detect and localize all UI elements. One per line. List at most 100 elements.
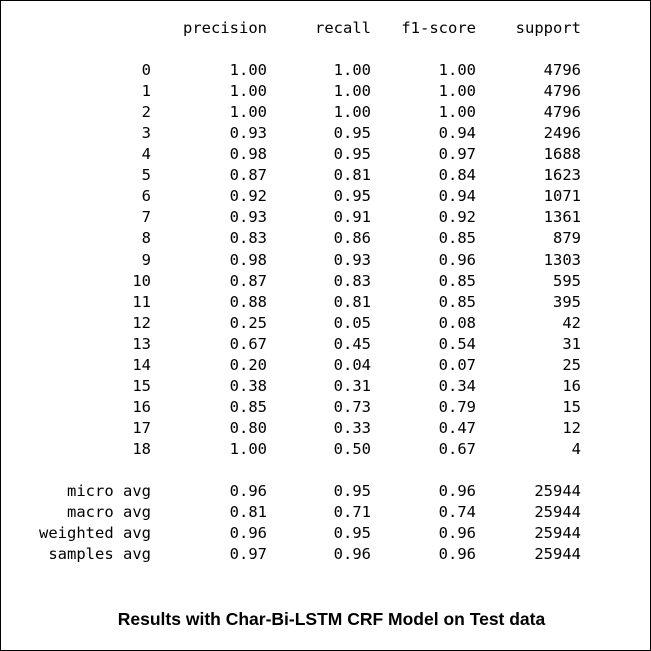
- recall-value: 0.95: [333, 524, 371, 543]
- row-label: 6: [141, 187, 151, 206]
- support-value: 25944: [534, 545, 581, 564]
- precision-value: 0.93: [229, 124, 267, 143]
- recall-value: 0.31: [333, 376, 371, 395]
- recall-value: 0.05: [333, 313, 371, 332]
- class-row: 12 0.25 0.05 0.08 42: [1, 313, 651, 334]
- row-label: 2: [141, 103, 151, 122]
- row-label: 8: [141, 229, 151, 248]
- precision-value: 1.00: [229, 82, 267, 101]
- recall-value: 0.95: [333, 187, 371, 206]
- precision-value: 1.00: [229, 61, 267, 80]
- row-label: 7: [141, 208, 151, 227]
- precision-value: 0.81: [229, 503, 267, 522]
- precision-value: 0.93: [229, 208, 267, 227]
- recall-value: 0.95: [333, 124, 371, 143]
- precision-value: 0.87: [229, 271, 267, 290]
- precision-value: 0.67: [229, 334, 267, 353]
- recall-value: 0.93: [333, 250, 371, 269]
- class-row: 1 1.00 1.00 1.00 4796: [1, 81, 651, 102]
- f1-score-value: 0.94: [438, 124, 476, 143]
- header-precision: precision: [183, 19, 267, 37]
- f1-score-value: 0.96: [438, 250, 476, 269]
- header-f1-score: f1-score: [401, 19, 476, 37]
- support-value: 4796: [543, 103, 581, 122]
- precision-value: 0.88: [229, 292, 267, 311]
- recall-value: 0.45: [333, 334, 371, 353]
- class-row: 17 0.80 0.33 0.47 12: [1, 418, 651, 439]
- class-row: 7 0.93 0.91 0.92 1361: [1, 207, 651, 228]
- recall-value: 0.81: [333, 292, 371, 311]
- average-row: weighted avg 0.96 0.95 0.96 25944: [1, 523, 651, 544]
- precision-value: 0.98: [229, 250, 267, 269]
- support-value: 2496: [543, 124, 581, 143]
- recall-value: 0.86: [333, 229, 371, 248]
- precision-value: 0.98: [229, 145, 267, 164]
- row-label: 9: [141, 250, 151, 269]
- precision-value: 0.96: [229, 482, 267, 501]
- f1-score-value: 1.00: [438, 82, 476, 101]
- header-support: support: [515, 19, 581, 37]
- row-label: micro avg: [67, 482, 151, 501]
- class-row: 18 1.00 0.50 0.67 4: [1, 439, 651, 460]
- recall-value: 0.71: [333, 503, 371, 522]
- class-row: 2 1.00 1.00 1.00 4796: [1, 102, 651, 123]
- f1-score-value: 0.84: [438, 166, 476, 185]
- f1-score-value: 0.85: [438, 271, 476, 290]
- support-value: 4796: [543, 61, 581, 80]
- spacer-row: [1, 39, 651, 60]
- f1-score-value: 1.00: [438, 61, 476, 80]
- support-value: 4: [571, 439, 581, 458]
- support-value: 16: [562, 376, 581, 395]
- support-value: 395: [553, 292, 581, 311]
- recall-value: 0.04: [333, 355, 371, 374]
- f1-score-value: 0.85: [438, 292, 476, 311]
- row-label: 11: [132, 292, 151, 311]
- class-rows: 0 1.00 1.00 1.00 4796 1 1.00 1.00 1.00 4796 2 1.00 1…: [1, 60, 651, 460]
- row-label: 16: [132, 397, 151, 416]
- support-value: 42: [562, 313, 581, 332]
- recall-value: 0.95: [333, 145, 371, 164]
- support-value: 12: [562, 418, 581, 437]
- average-row: samples avg 0.97 0.96 0.96 25944: [1, 544, 651, 565]
- figure-caption: Results with Char-Bi-LSTM CRF Model on T…: [117, 609, 546, 629]
- f1-score-value: 0.67: [438, 439, 476, 458]
- row-label: macro avg: [67, 503, 151, 522]
- average-row: macro avg 0.81 0.71 0.74 25944: [1, 502, 651, 523]
- support-value: 25944: [534, 503, 581, 522]
- row-label: 15: [132, 376, 151, 395]
- f1-score-value: 0.34: [438, 376, 476, 395]
- precision-value: 0.20: [229, 355, 267, 374]
- f1-score-value: 0.96: [438, 482, 476, 501]
- class-row: 4 0.98 0.95 0.97 1688: [1, 144, 651, 165]
- class-row: 16 0.85 0.73 0.79 15: [1, 397, 651, 418]
- recall-value: 0.33: [333, 418, 371, 437]
- support-value: 1361: [543, 208, 581, 227]
- row-label: 3: [141, 124, 151, 143]
- class-row: 10 0.87 0.83 0.85 595: [1, 271, 651, 292]
- f1-score-value: 0.74: [438, 503, 476, 522]
- precision-value: 0.85: [229, 397, 267, 416]
- precision-value: 0.83: [229, 229, 267, 248]
- row-label: samples avg: [48, 545, 151, 564]
- precision-value: 0.25: [229, 313, 267, 332]
- support-value: 1688: [543, 145, 581, 164]
- recall-value: 1.00: [333, 82, 371, 101]
- f1-score-value: 0.96: [438, 524, 476, 543]
- support-value: 25944: [534, 524, 581, 543]
- row-label: 14: [132, 355, 151, 374]
- support-value: 1623: [543, 166, 581, 185]
- class-row: 9 0.98 0.93 0.96 1303: [1, 250, 651, 271]
- support-value: 1303: [543, 250, 581, 269]
- class-row: 8 0.83 0.86 0.85 879: [1, 228, 651, 249]
- recall-value: 0.95: [333, 482, 371, 501]
- class-row: 3 0.93 0.95 0.94 2496: [1, 123, 651, 144]
- row-label: 4: [141, 145, 151, 164]
- header-recall: recall: [315, 19, 371, 37]
- f1-score-value: 0.97: [438, 145, 476, 164]
- row-label: 1: [141, 82, 151, 101]
- class-row: 13 0.67 0.45 0.54 31: [1, 334, 651, 355]
- f1-score-value: 0.94: [438, 187, 476, 206]
- precision-value: 0.97: [229, 545, 267, 564]
- spacer-row: [1, 460, 651, 481]
